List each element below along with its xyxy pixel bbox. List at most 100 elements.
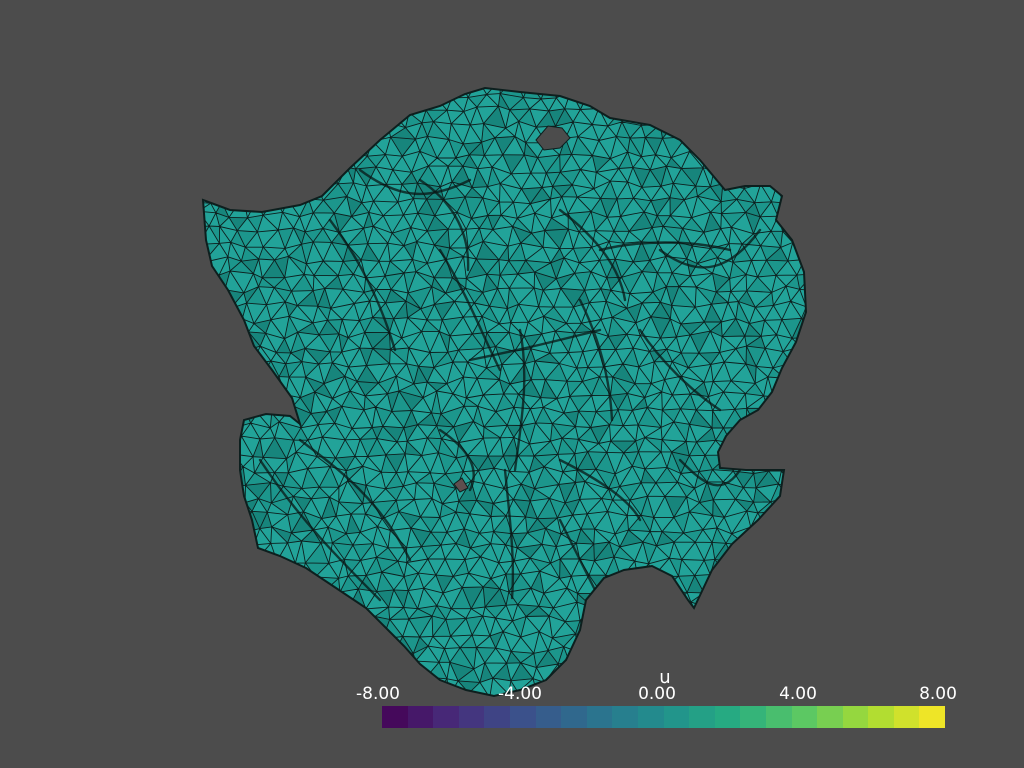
mesh-face [372,302,394,319]
mesh-face [662,136,687,158]
mesh-face [208,107,221,127]
mesh-face [808,154,830,169]
mesh-face [443,181,466,200]
mesh-face [203,439,223,455]
mesh-face [257,166,280,189]
mesh-face [205,501,221,512]
mesh-face [550,186,562,199]
mesh-face [203,603,212,621]
mesh-face [219,271,230,290]
mesh-face [612,377,635,394]
mesh-face [365,649,390,662]
mesh-face [772,436,782,452]
mesh-face [779,451,796,472]
mesh-face [288,244,307,264]
mesh-face [219,107,229,127]
mesh-face [418,366,434,383]
mesh-face [791,139,806,155]
mesh-face [810,246,824,262]
mesh-face [390,127,416,140]
mesh-face [290,332,306,353]
mesh-face [775,631,795,653]
colorbar-swatch [535,706,562,728]
mesh-face [223,634,243,650]
mesh-face [390,137,416,157]
mesh-face [637,576,654,593]
mesh-face [660,109,671,129]
mesh-face [489,288,508,309]
mesh-face [230,511,252,534]
mesh-face [242,572,260,588]
mesh-face [711,292,728,305]
mesh-face [255,619,272,635]
mesh-face [651,316,671,339]
mesh-face [531,361,546,380]
mesh-face [663,616,684,634]
mesh-face [313,288,325,307]
mesh-face [426,110,447,122]
mesh-face [258,247,275,260]
mesh-face [211,335,232,348]
mesh-face [816,496,832,512]
mesh-face [249,392,270,414]
mesh-face [321,602,348,618]
mesh-face [694,106,707,128]
mesh-face [211,576,223,594]
mesh-face [587,88,608,97]
mesh-face [321,157,334,167]
mesh-face [294,601,310,623]
mesh-face [257,376,279,393]
mesh-face [378,376,397,394]
mesh-face [721,652,739,664]
mesh-surface[interactable] [186,76,849,714]
mesh-face [681,352,699,368]
mesh-face [696,287,717,305]
mesh-face [344,376,358,392]
mesh-face [794,604,806,620]
mesh-face [279,152,295,173]
mesh-face [798,652,806,663]
mesh-face [600,288,611,302]
mesh-face [510,363,532,384]
mesh-face [208,677,228,692]
mesh-face [330,351,342,363]
mesh-face [672,272,691,287]
mesh-face [745,212,761,234]
mesh-face [576,367,588,382]
mesh-face [724,93,741,114]
mesh-face [738,290,756,308]
mesh-face [606,277,622,291]
mesh-face [703,212,721,233]
mesh-face [479,215,493,230]
mesh-face [284,94,304,110]
mesh-face [645,137,663,155]
mesh-face [319,696,334,714]
mesh-face [348,88,371,98]
mesh-face [462,154,478,169]
mesh-face [392,88,415,99]
mesh-face [258,277,275,288]
mesh-face [780,154,791,172]
mesh-face [801,451,806,473]
mesh-face [606,301,627,318]
mesh-face [234,168,252,188]
mesh-face [190,436,203,456]
mesh-face [534,262,557,279]
mesh-face [592,155,611,173]
mesh-face [317,288,331,309]
mesh-face [439,331,450,353]
mesh-face [305,228,323,242]
mesh-face [216,547,233,562]
mesh-face [341,95,358,114]
mesh-face [598,336,616,350]
mesh-face [371,113,388,127]
mesh-face [203,168,210,188]
mesh-face [220,406,243,428]
mesh-face [817,138,832,155]
mesh-face [697,248,718,264]
mesh-face [642,631,662,654]
mesh-face [791,154,806,168]
mesh-face [399,383,424,398]
mesh-face [524,348,535,364]
